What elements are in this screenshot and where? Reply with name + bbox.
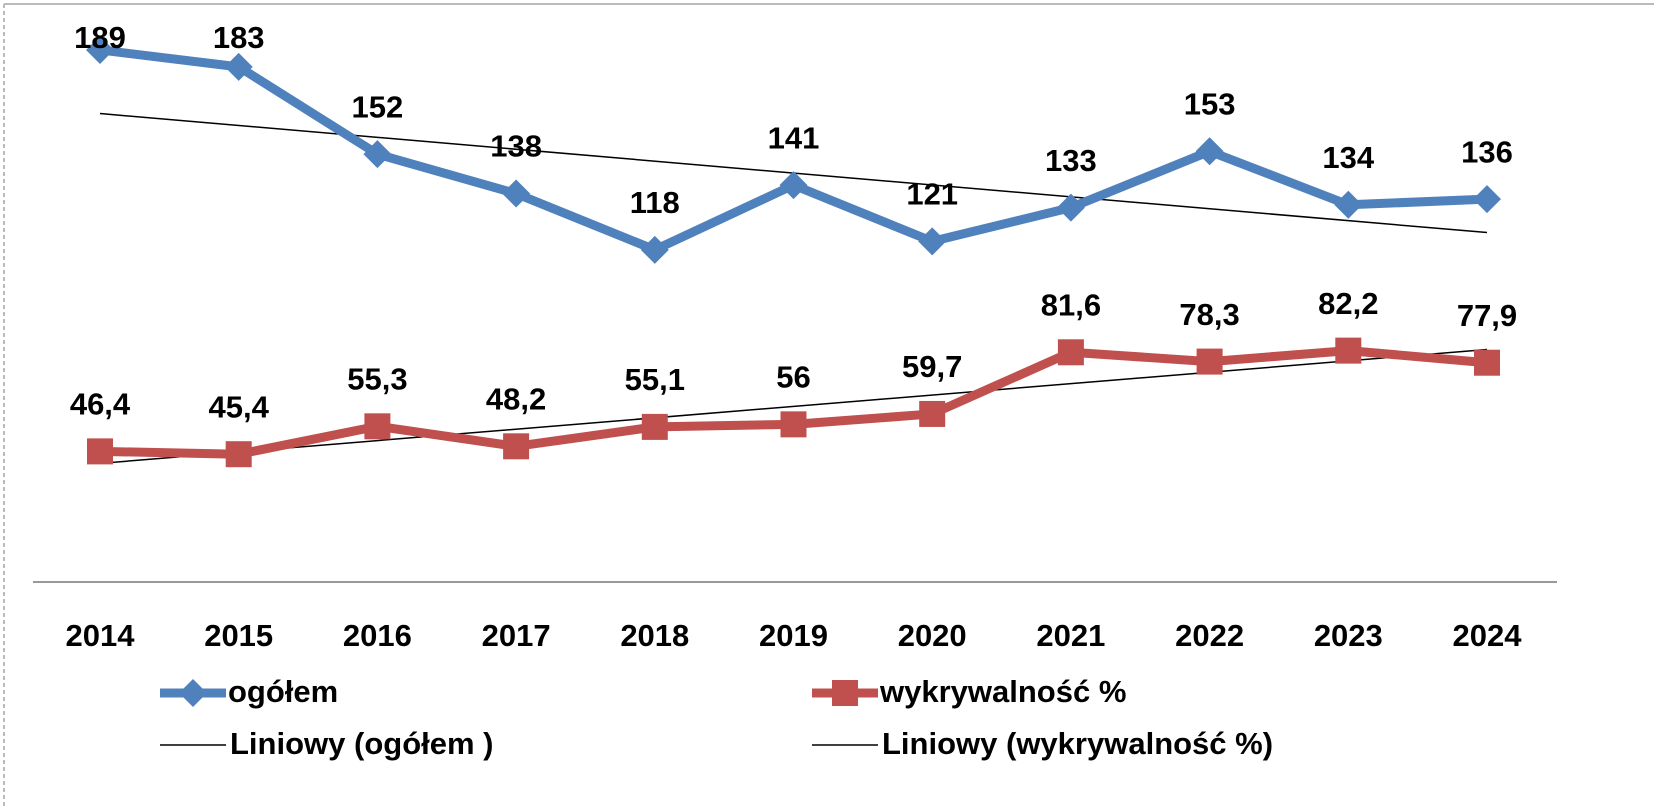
- marker: [224, 52, 253, 81]
- marker: [1195, 137, 1224, 166]
- data-label: 118: [630, 185, 680, 220]
- legend-marker: [832, 680, 858, 706]
- marker: [225, 441, 252, 468]
- legend-label: Liniowy (ogółem ): [230, 726, 494, 761]
- x-tick-label: 2021: [1036, 618, 1105, 653]
- marker: [1474, 349, 1500, 376]
- legend-label: ogółem: [228, 674, 338, 709]
- legend-label: Liniowy (wykrywalność %): [882, 726, 1273, 761]
- marker: [1335, 337, 1362, 364]
- marker: [86, 35, 114, 64]
- marker: [918, 227, 947, 256]
- data-label: 55,1: [625, 362, 685, 397]
- data-label: 138: [490, 129, 542, 164]
- marker: [641, 413, 668, 440]
- marker: [502, 179, 531, 208]
- marker: [919, 400, 946, 427]
- data-label: 81,6: [1041, 287, 1101, 322]
- data-label: 153: [1184, 86, 1236, 121]
- data-label: 77,9: [1457, 298, 1517, 333]
- data-label: 133: [1045, 143, 1097, 178]
- data-label: 189: [74, 20, 126, 55]
- x-tick-label: 2019: [759, 618, 828, 653]
- x-tick-label: 2022: [1175, 618, 1244, 653]
- marker: [1057, 339, 1084, 366]
- x-tick-label: 2023: [1314, 618, 1383, 653]
- data-label: 141: [768, 120, 820, 155]
- data-label: 55,3: [347, 362, 407, 397]
- marker: [1334, 190, 1363, 219]
- marker: [780, 411, 807, 438]
- x-tick-label: 2015: [204, 618, 273, 653]
- data-label: 59,7: [902, 349, 962, 384]
- x-tick-label: 2018: [620, 618, 689, 653]
- data-label: 78,3: [1179, 297, 1239, 332]
- trend-line: [99, 348, 1488, 465]
- marker: [363, 140, 392, 169]
- data-label: 152: [352, 89, 404, 124]
- data-label: 136: [1461, 134, 1513, 169]
- marker: [1056, 193, 1085, 222]
- x-tick-label: 2024: [1453, 618, 1523, 653]
- x-tick-label: 2016: [343, 618, 412, 653]
- data-label: 56: [776, 360, 810, 395]
- marker: [779, 171, 808, 200]
- marker: [364, 413, 391, 440]
- data-label: 134: [1322, 140, 1374, 175]
- marker: [87, 438, 113, 465]
- x-tick-label: 2020: [898, 618, 967, 653]
- data-label: 82,2: [1318, 286, 1378, 321]
- data-label: 45,4: [209, 389, 270, 424]
- marker: [1473, 185, 1501, 214]
- data-label: 121: [906, 177, 958, 212]
- data-label: 48,2: [486, 382, 546, 417]
- marker: [1196, 348, 1223, 375]
- legend-label: wykrywalność %: [879, 674, 1126, 709]
- marker: [503, 433, 530, 460]
- marker: [640, 235, 669, 264]
- x-tick-label: 2017: [482, 618, 551, 653]
- legend-marker: [179, 679, 207, 707]
- data-label: 46,4: [70, 387, 131, 422]
- data-label: 183: [213, 20, 265, 55]
- x-tick-label: 2014: [66, 618, 136, 653]
